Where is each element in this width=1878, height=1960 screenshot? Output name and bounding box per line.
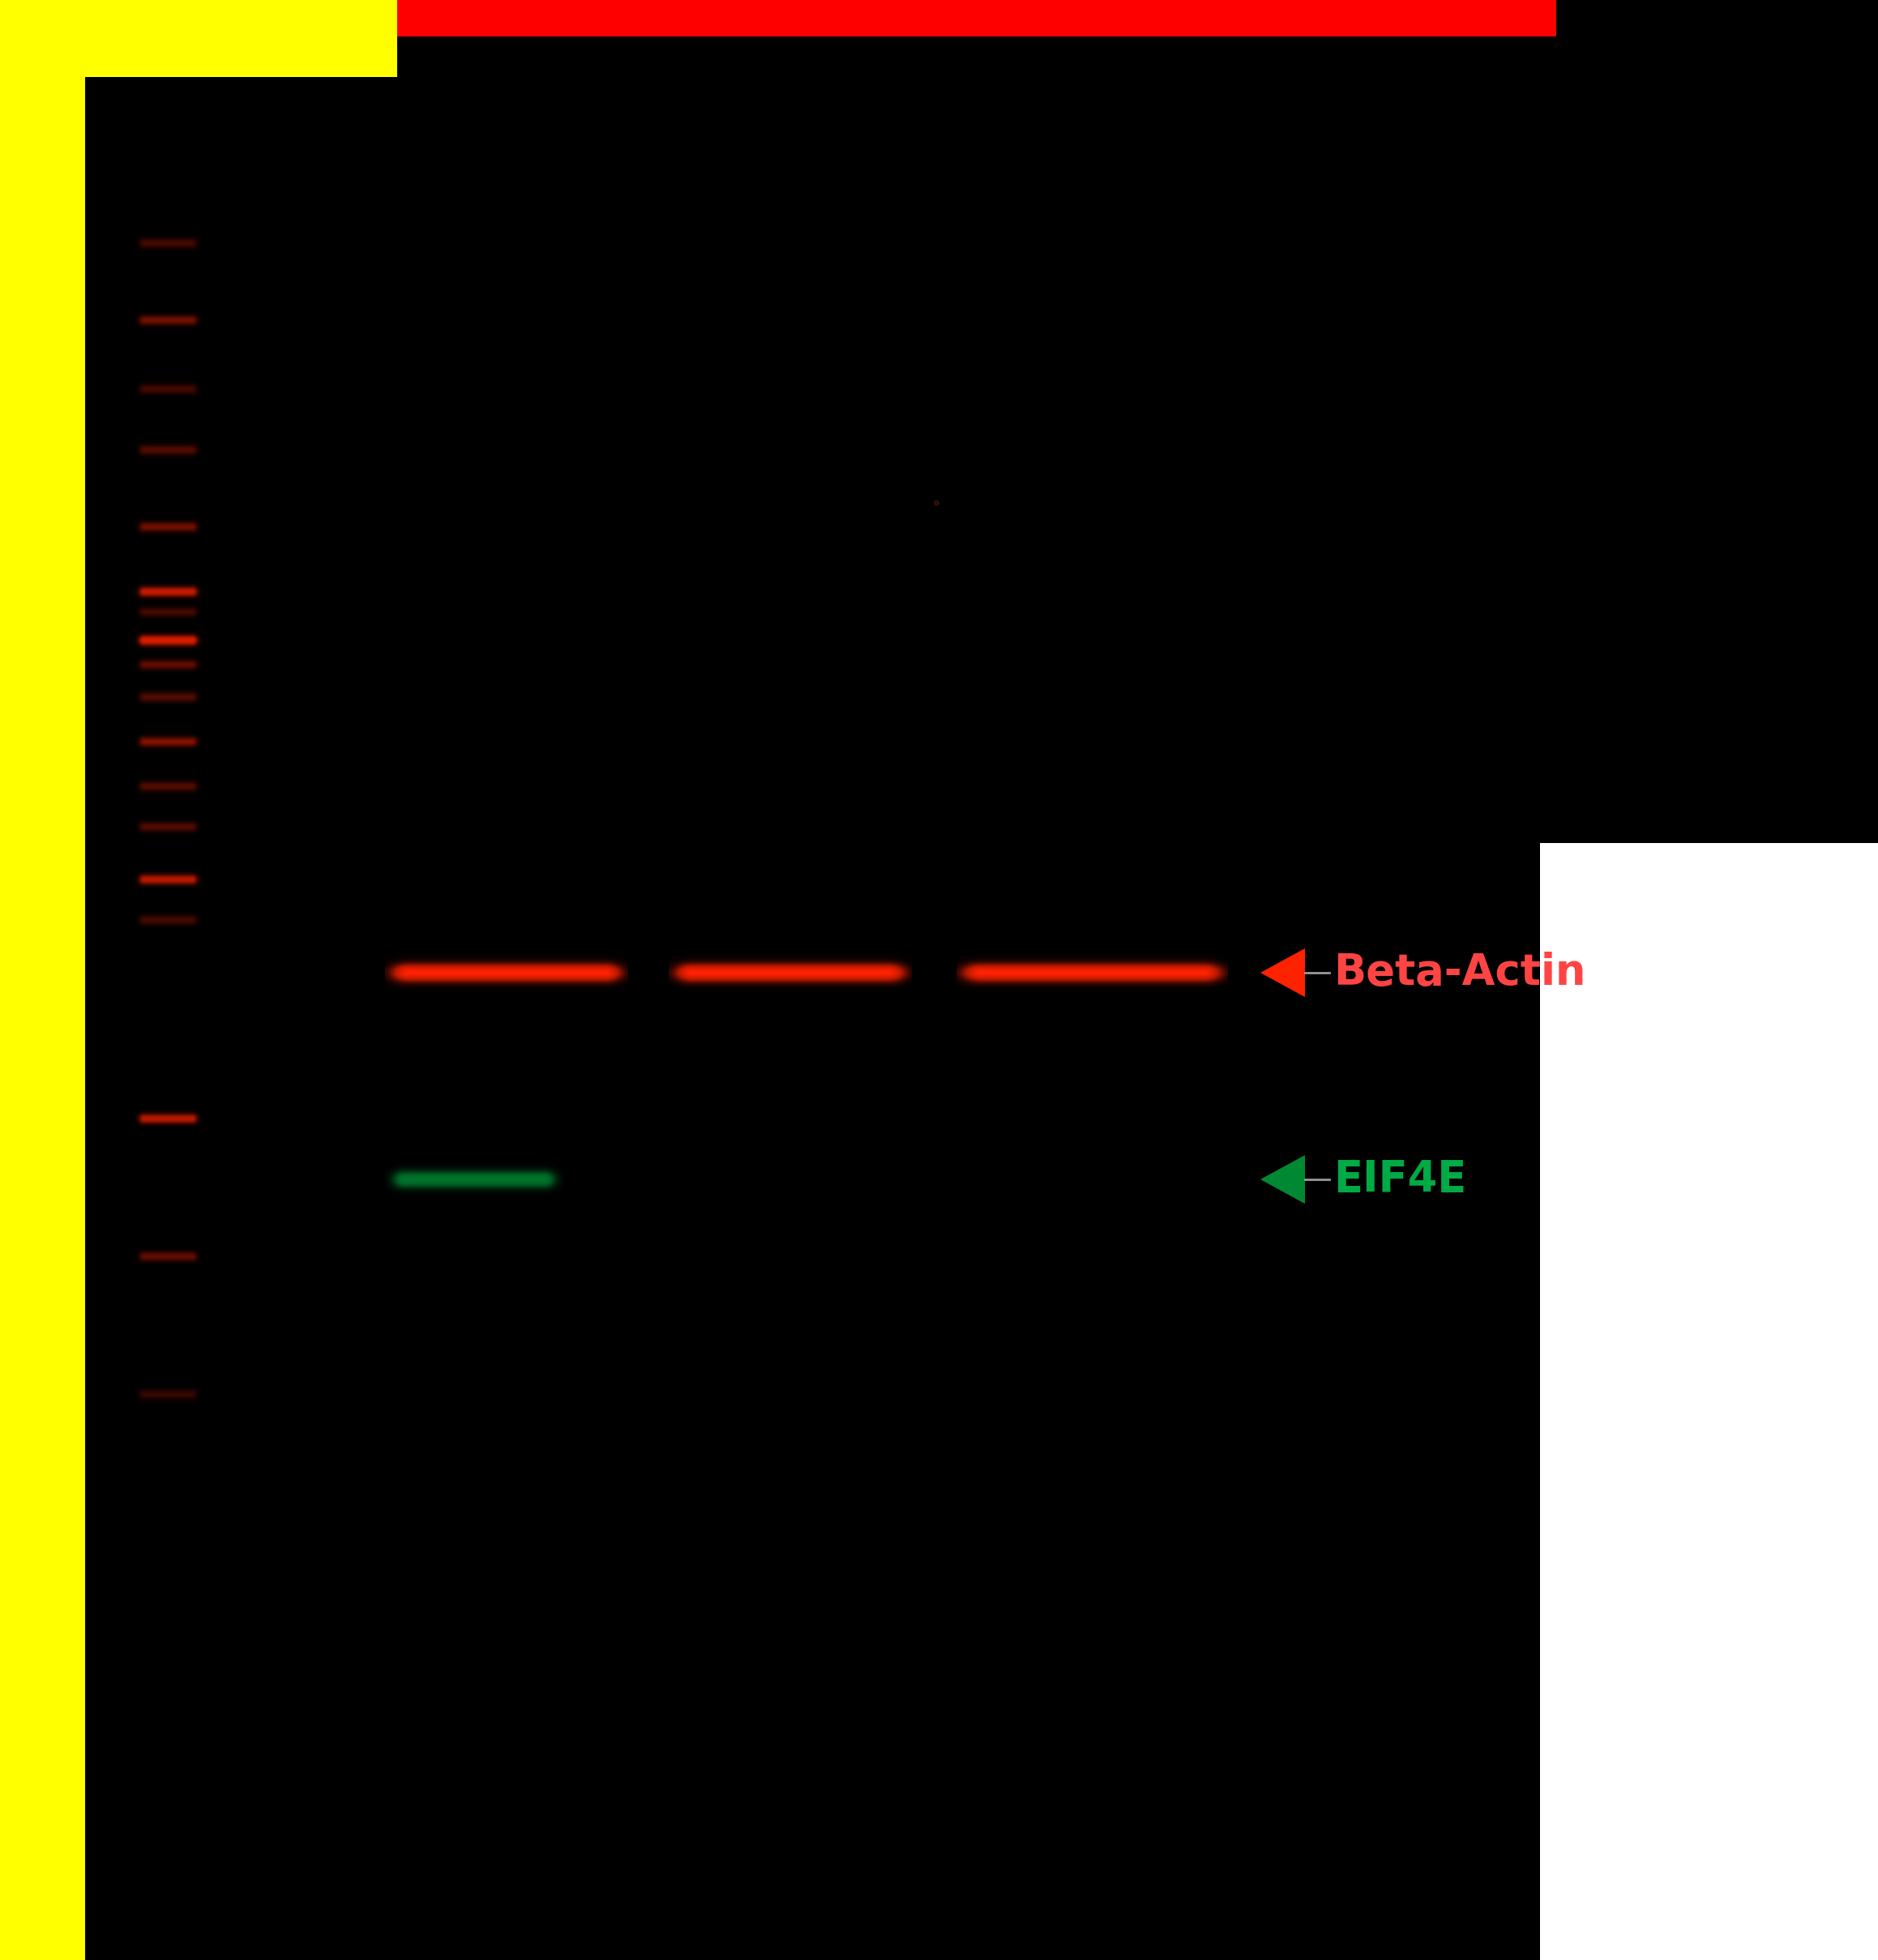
Bar <box>1540 843 1878 1960</box>
Bar <box>0 0 85 1960</box>
Polygon shape <box>1260 949 1305 998</box>
Bar <box>0 0 396 76</box>
Text: Beta-Actin: Beta-Actin <box>1333 953 1585 994</box>
Polygon shape <box>1260 1154 1305 1203</box>
Text: EIF4E: EIF4E <box>1333 1158 1467 1200</box>
Bar <box>396 0 1557 37</box>
